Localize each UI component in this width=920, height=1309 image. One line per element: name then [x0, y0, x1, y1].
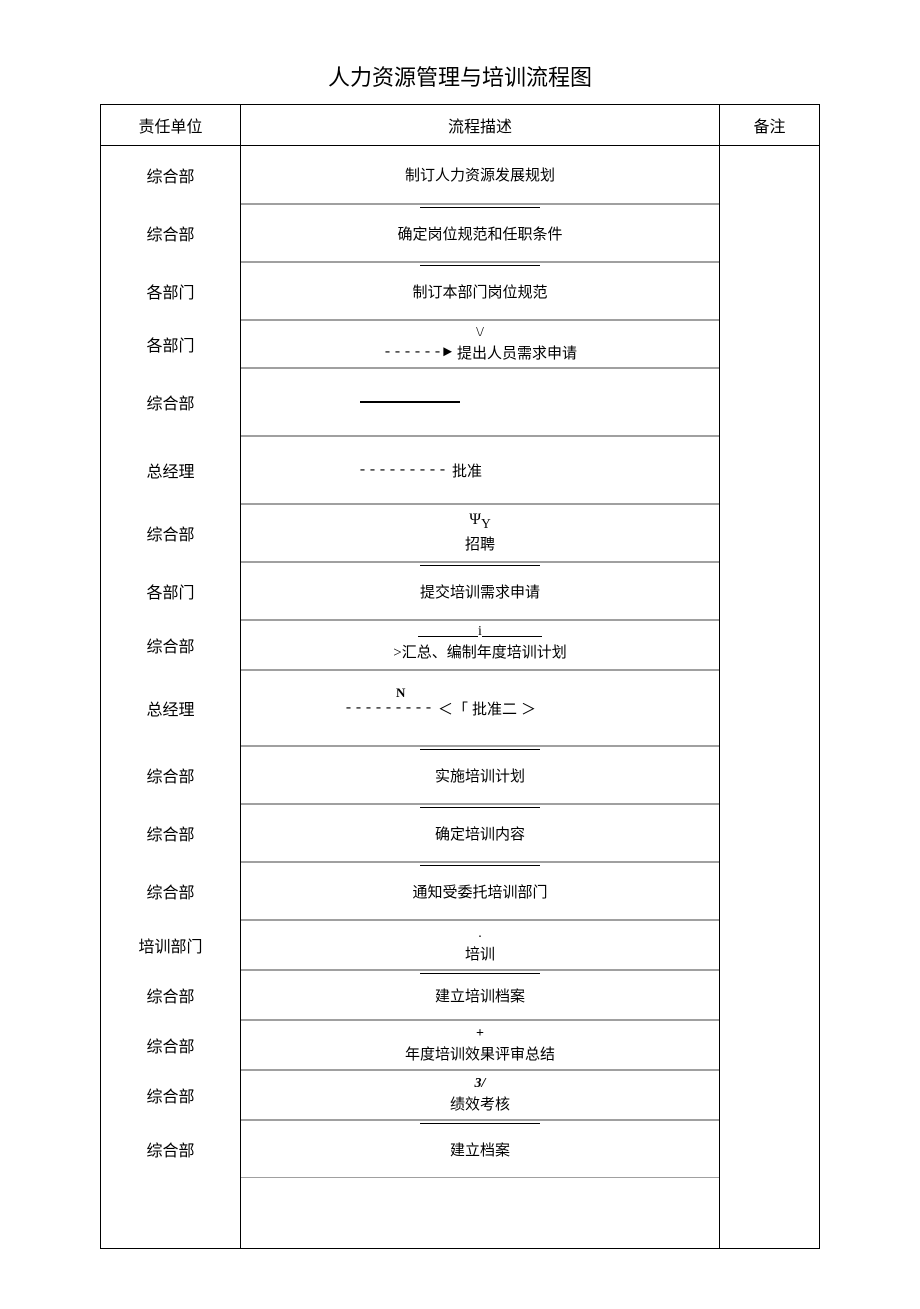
- flow-cell: 确定岗位规范和任职条件: [241, 204, 719, 262]
- decision-no-label: N: [396, 685, 405, 701]
- flow-text: 批准: [452, 460, 482, 481]
- note-column: [720, 146, 820, 1249]
- divider-line: [360, 401, 460, 403]
- unit-cell: 综合部: [101, 204, 240, 262]
- flow-text: 实施培训计划: [435, 765, 525, 786]
- flow-text: 培训: [465, 943, 495, 964]
- flow-cell: 提交培训需求申请: [241, 562, 719, 620]
- header-flow: 流程描述: [241, 105, 720, 146]
- bracket-close: ＞: [521, 698, 536, 719]
- arrow-right-icon: ------►: [383, 344, 453, 361]
- number-icon: 3/: [475, 1077, 486, 1091]
- flow-text: 招聘: [465, 533, 495, 554]
- flow-cell: 3/ 绩效考核: [241, 1070, 719, 1120]
- flow-text: 确定岗位规范和任职条件: [397, 223, 562, 244]
- unit-cell: 综合部: [101, 1070, 240, 1120]
- unit-cell: 综合部: [101, 620, 240, 670]
- flow-cell: \/ ------► 提出人员需求申请: [241, 320, 719, 368]
- flow-cell: + 年度培训效果评审总结: [241, 1020, 719, 1070]
- divider-line: [420, 1123, 540, 1124]
- unit-cell: 综合部: [101, 746, 240, 804]
- header-note: 备注: [720, 105, 820, 146]
- divider-line: [482, 636, 542, 637]
- unit-cell: 综合部: [101, 1120, 240, 1178]
- flow-cell: 制订人力资源发展规划: [241, 146, 719, 204]
- unit-cell: 各部门: [101, 562, 240, 620]
- flow-text: 年度培训效果评审总结: [405, 1043, 555, 1064]
- unit-cell: 总经理: [101, 670, 240, 746]
- arrow-down-icon: \/: [476, 326, 484, 340]
- flow-cell: N --------- ＜「 批准二 ＞: [241, 670, 719, 746]
- divider-line: [420, 973, 540, 974]
- body-row: 综合部 综合部 各部门 各部门 综合部 总经理 综合部 各部门 综合部 总经理 …: [101, 146, 820, 1249]
- flow-text: 确定培训内容: [435, 823, 525, 844]
- divider-line: [420, 807, 540, 808]
- unit-cell: 综合部: [101, 504, 240, 562]
- header-row: 责任单位 流程描述 备注: [101, 105, 820, 146]
- plus-icon: +: [476, 1027, 484, 1041]
- flow-text: 建立培训档案: [435, 985, 525, 1006]
- header-unit: 责任单位: [101, 105, 241, 146]
- unit-cell: 各部门: [101, 320, 240, 368]
- flow-text: 制订本部门岗位规范: [412, 281, 547, 302]
- divider-line: [420, 749, 540, 750]
- dash-line: ---------: [344, 700, 434, 717]
- psi-symbol: ΨY: [469, 512, 490, 531]
- divider-line: [420, 565, 540, 566]
- flow-cell: ΨY 招聘: [241, 504, 719, 562]
- flow-text: 制订人力资源发展规划: [405, 164, 555, 185]
- divider-line: [420, 207, 540, 208]
- flow-cell: . 培训: [241, 920, 719, 970]
- flow-cell: i >汇总、编制年度培训计划: [241, 620, 719, 670]
- dot-icon: .: [478, 927, 482, 941]
- unit-cell: 综合部: [101, 970, 240, 1020]
- divider-line: [418, 636, 478, 637]
- page-title: 人力资源管理与培训流程图: [100, 60, 820, 92]
- divider-line: [420, 265, 540, 266]
- flow-cell: 通知受委托培训部门: [241, 862, 719, 920]
- unit-cell: 总经理: [101, 436, 240, 504]
- unit-cell: 综合部: [101, 862, 240, 920]
- flow-column: 制订人力资源发展规划 确定岗位规范和任职条件 制订本部门岗位规范 \/ ----…: [241, 146, 720, 1249]
- flow-text: 批准二: [472, 698, 517, 719]
- flow-text: 绩效考核: [450, 1093, 510, 1114]
- unit-cell: 综合部: [101, 146, 240, 204]
- flow-text: 建立档案: [450, 1139, 510, 1160]
- flow-cell: --------- 批准: [241, 436, 719, 504]
- flow-cell: 确定培训内容: [241, 804, 719, 862]
- flow-text: >汇总、编制年度培训计划: [393, 641, 566, 662]
- flow-cell: 实施培训计划: [241, 746, 719, 804]
- flow-text: 通知受委托培训部门: [412, 881, 547, 902]
- dash-line: ---------: [358, 462, 448, 479]
- unit-cell: 各部门: [101, 262, 240, 320]
- unit-cell: 培训部门: [101, 920, 240, 970]
- unit-cell: 综合部: [101, 368, 240, 436]
- unit-cell: 综合部: [101, 1020, 240, 1070]
- flow-cell: 建立培训档案: [241, 970, 719, 1020]
- flow-text: 提交培训需求申请: [420, 581, 540, 602]
- divider-line: [420, 865, 540, 866]
- flowchart-table: 责任单位 流程描述 备注 综合部 综合部 各部门 各部门 综合部 总经理 综合部…: [100, 104, 820, 1249]
- flow-cell: [241, 368, 719, 436]
- flow-cell: 制订本部门岗位规范: [241, 262, 719, 320]
- flow-text: 提出人员需求申请: [457, 342, 577, 363]
- unit-cell: 综合部: [101, 804, 240, 862]
- flow-cell: 建立档案: [241, 1120, 719, 1178]
- bracket-open: ＜「: [438, 698, 468, 719]
- unit-column: 综合部 综合部 各部门 各部门 综合部 总经理 综合部 各部门 综合部 总经理 …: [101, 146, 241, 1249]
